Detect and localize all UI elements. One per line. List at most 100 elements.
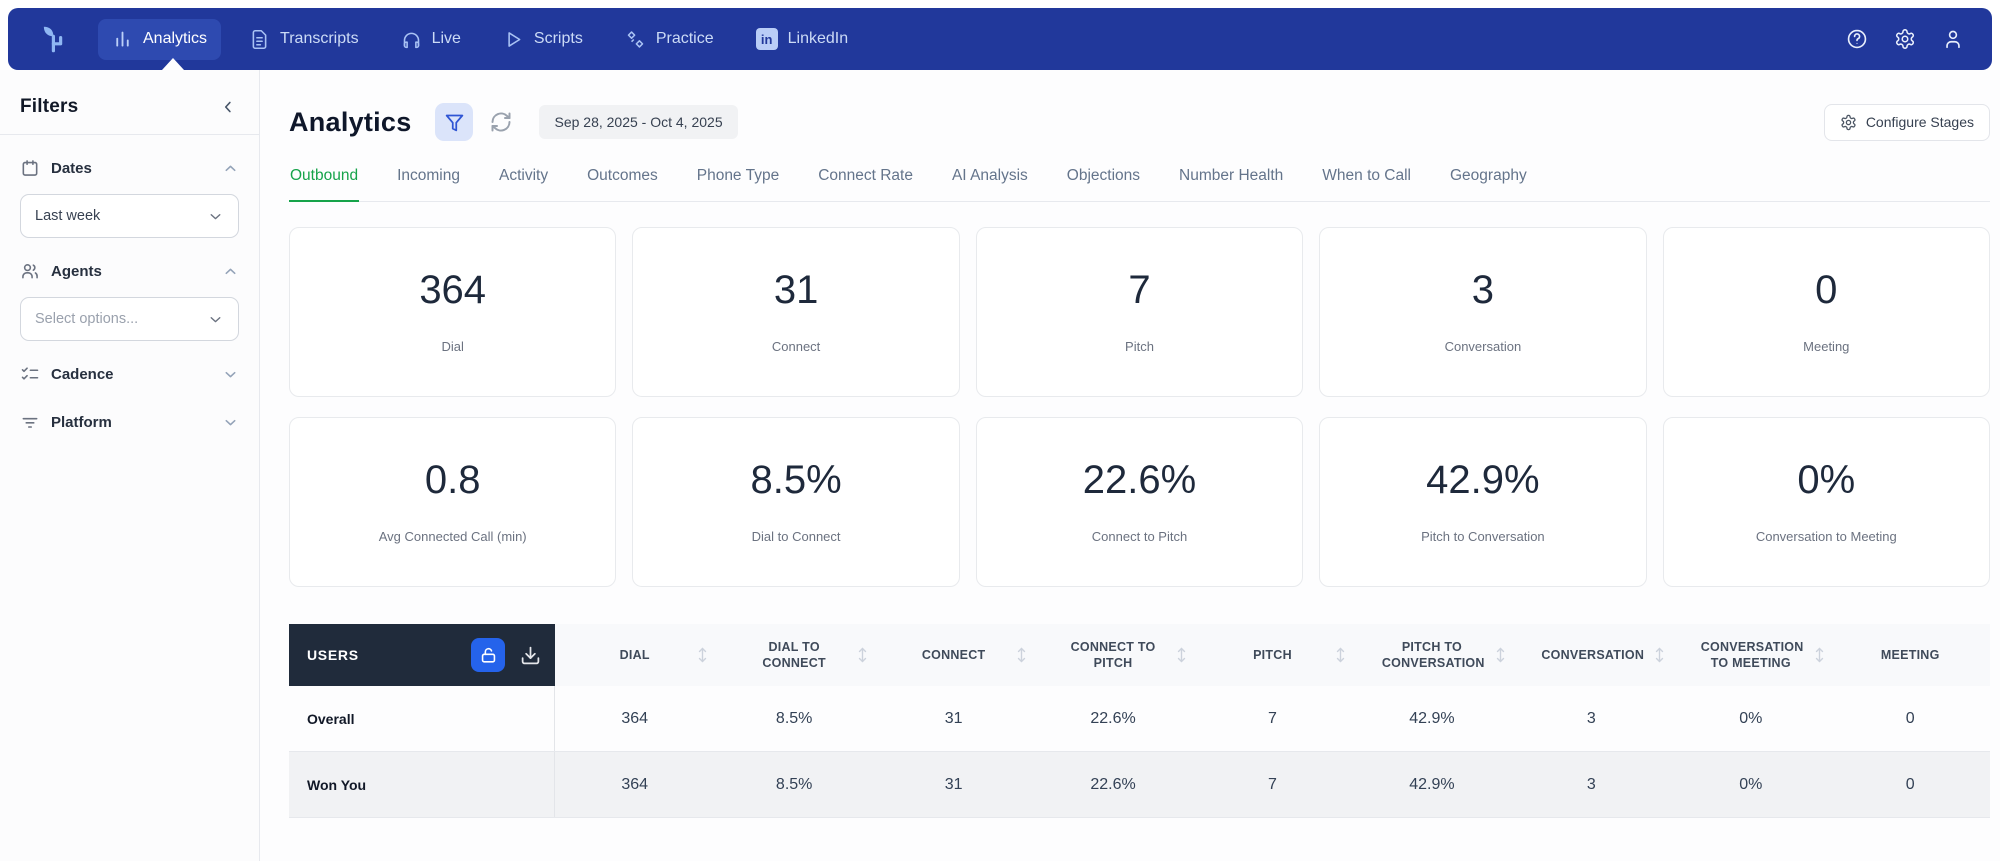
help-icon[interactable] (1846, 28, 1868, 50)
sidebar-section-dates[interactable]: Dates (0, 147, 259, 189)
column-header-dial[interactable]: DIAL (555, 624, 715, 686)
sidebar-section-agents[interactable]: Agents (0, 250, 259, 292)
cell-dial-to-connect: 8.5% (775, 709, 813, 727)
column-header-connect-to-pitch[interactable]: CONNECT TO PITCH (1033, 624, 1193, 686)
users-header-label: USERS (307, 647, 359, 663)
column-header-conversation[interactable]: CONVERSATION (1511, 624, 1672, 686)
filter-lines-icon (22, 417, 38, 428)
funnel-icon (445, 114, 464, 131)
refresh-icon[interactable] (489, 110, 513, 134)
practice-icon (627, 30, 644, 48)
play-icon (508, 31, 521, 47)
configure-stages-button[interactable]: Configure Stages (1823, 103, 1990, 141)
chevron-up-icon[interactable] (222, 160, 239, 177)
tab-activity[interactable]: Activity (499, 167, 549, 184)
date-range-chip[interactable]: Sep 28, 2025 - Oct 4, 2025 (539, 105, 738, 139)
tab-number-health[interactable]: Number Health (1179, 167, 1284, 184)
user-icon[interactable] (1942, 28, 1964, 50)
top-navigation-bar: Analytics Transcripts Live (8, 8, 1992, 70)
tab-ai-analysis[interactable]: AI Analysis (951, 167, 1028, 184)
nav-item-practice[interactable]: Practice (611, 19, 728, 60)
column-header-pitch[interactable]: PITCH (1192, 624, 1353, 686)
tab-objections[interactable]: Objections (1066, 167, 1141, 184)
nav-item-transcripts[interactable]: Transcripts (235, 19, 373, 60)
sidebar-section-cadence[interactable]: Cadence (0, 353, 259, 395)
column-header-meeting[interactable]: MEETING (1830, 624, 1990, 686)
column-header-pitch-to-conversation[interactable]: PITCH TO CONVERSATION (1352, 624, 1512, 686)
chevron-down-icon[interactable] (222, 366, 239, 383)
table-row-won-you: Won You 364 8.5% 31 22.6% 7 42.9% 3 0% 0 (289, 752, 1990, 818)
metric-value: 3 (1471, 268, 1495, 312)
chevron-left-icon[interactable] (219, 98, 237, 116)
nav-item-label: LinkedIn (787, 30, 849, 47)
nav-item-linkedin[interactable]: in LinkedIn (742, 18, 863, 60)
tab-incoming[interactable]: Incoming (397, 167, 460, 184)
tab-outcomes[interactable]: Outcomes (587, 167, 658, 184)
column-header-connect[interactable]: CONNECT (873, 624, 1034, 686)
sidebar-section-platform[interactable]: Platform (0, 401, 259, 443)
users-header-cell: USERS (289, 624, 555, 686)
agents-select[interactable]: Select options... (20, 297, 239, 341)
sort-icon[interactable] (1015, 645, 1028, 665)
metric-value: 7 (1128, 268, 1151, 312)
metric-label: Dial to Connect (751, 529, 841, 544)
chevron-down-icon (210, 316, 221, 322)
cell-dial: 364 (621, 709, 649, 727)
sort-icon[interactable] (1813, 645, 1826, 665)
sort-icon[interactable] (1175, 645, 1188, 665)
column-header-dial-to-connect[interactable]: DIAL TO CONNECT (714, 624, 874, 686)
metric-card-conversation-to-meeting: 0% Conversation to Meeting (1662, 417, 1990, 587)
metric-label: Meeting (1803, 339, 1850, 354)
sort-icon[interactable] (1334, 645, 1347, 665)
cell-conversation-to-meeting: 0% (1739, 709, 1763, 727)
nav-item-live[interactable]: Live (387, 19, 475, 60)
tab-outbound[interactable]: Outbound (289, 159, 360, 202)
metric-label: Avg Connected Call (min) (378, 529, 527, 544)
metric-label: Pitch (1125, 339, 1154, 354)
tab-geography[interactable]: Geography (1450, 167, 1527, 184)
cell-pitch-to-conversation: 42.9% (1409, 775, 1455, 793)
sort-icon[interactable] (696, 645, 709, 665)
cell-conversation: 3 (1586, 709, 1596, 727)
chevron-up-icon[interactable] (222, 263, 239, 280)
metric-label: Connect to Pitch (1091, 529, 1188, 544)
metric-value: 31 (773, 268, 819, 312)
agents-select-placeholder: Select options... (35, 311, 139, 327)
tab-phone-type[interactable]: Phone Type (696, 167, 780, 184)
metric-value: 22.6% (1082, 458, 1197, 502)
sidebar-divider (0, 134, 259, 135)
dates-select[interactable]: Last week (20, 194, 239, 238)
sort-icon[interactable] (1653, 645, 1666, 665)
sort-icon[interactable] (1494, 645, 1507, 665)
section-label: Platform (51, 413, 112, 431)
settings-icon[interactable] (1894, 28, 1916, 50)
logo (43, 26, 63, 53)
table-row-overall: Overall 364 8.5% 31 22.6% 7 42.9% 3 0% 0 (289, 686, 1990, 752)
metric-label: Conversation to Meeting (1755, 529, 1897, 544)
page-title: Analytics (289, 106, 412, 137)
column-header-conversation-to-meeting[interactable]: CONVERSATION TO MEETING (1671, 624, 1831, 686)
download-icon[interactable] (520, 645, 541, 666)
tab-when-to-call[interactable]: When to Call (1322, 167, 1411, 184)
bar-chart-icon (116, 31, 129, 47)
chevron-down-icon[interactable] (222, 414, 239, 431)
gear-icon (1841, 114, 1856, 130)
tab-connect-rate[interactable]: Connect Rate (818, 167, 913, 184)
cell-connect-to-pitch: 22.6% (1090, 709, 1136, 727)
lock-toggle-button[interactable] (471, 638, 505, 672)
metric-card-dial-to-connect: 8.5% Dial to Connect (632, 417, 960, 587)
metric-value: 364 (419, 268, 487, 312)
sort-icon[interactable] (856, 645, 869, 665)
chevron-down-icon (210, 213, 221, 219)
filter-button[interactable] (435, 103, 474, 141)
metric-value: 0.8 (424, 458, 481, 502)
users-icon (22, 264, 38, 279)
lock-open-icon (481, 647, 495, 663)
sidebar-title: Filters (20, 96, 79, 117)
metric-label: Conversation (1444, 339, 1522, 354)
cell-conversation: 3 (1586, 775, 1596, 793)
metric-card-meeting: 0 Meeting (1662, 227, 1990, 397)
nav-item-scripts[interactable]: Scripts (489, 19, 597, 60)
nav-item-analytics[interactable]: Analytics (98, 18, 222, 60)
